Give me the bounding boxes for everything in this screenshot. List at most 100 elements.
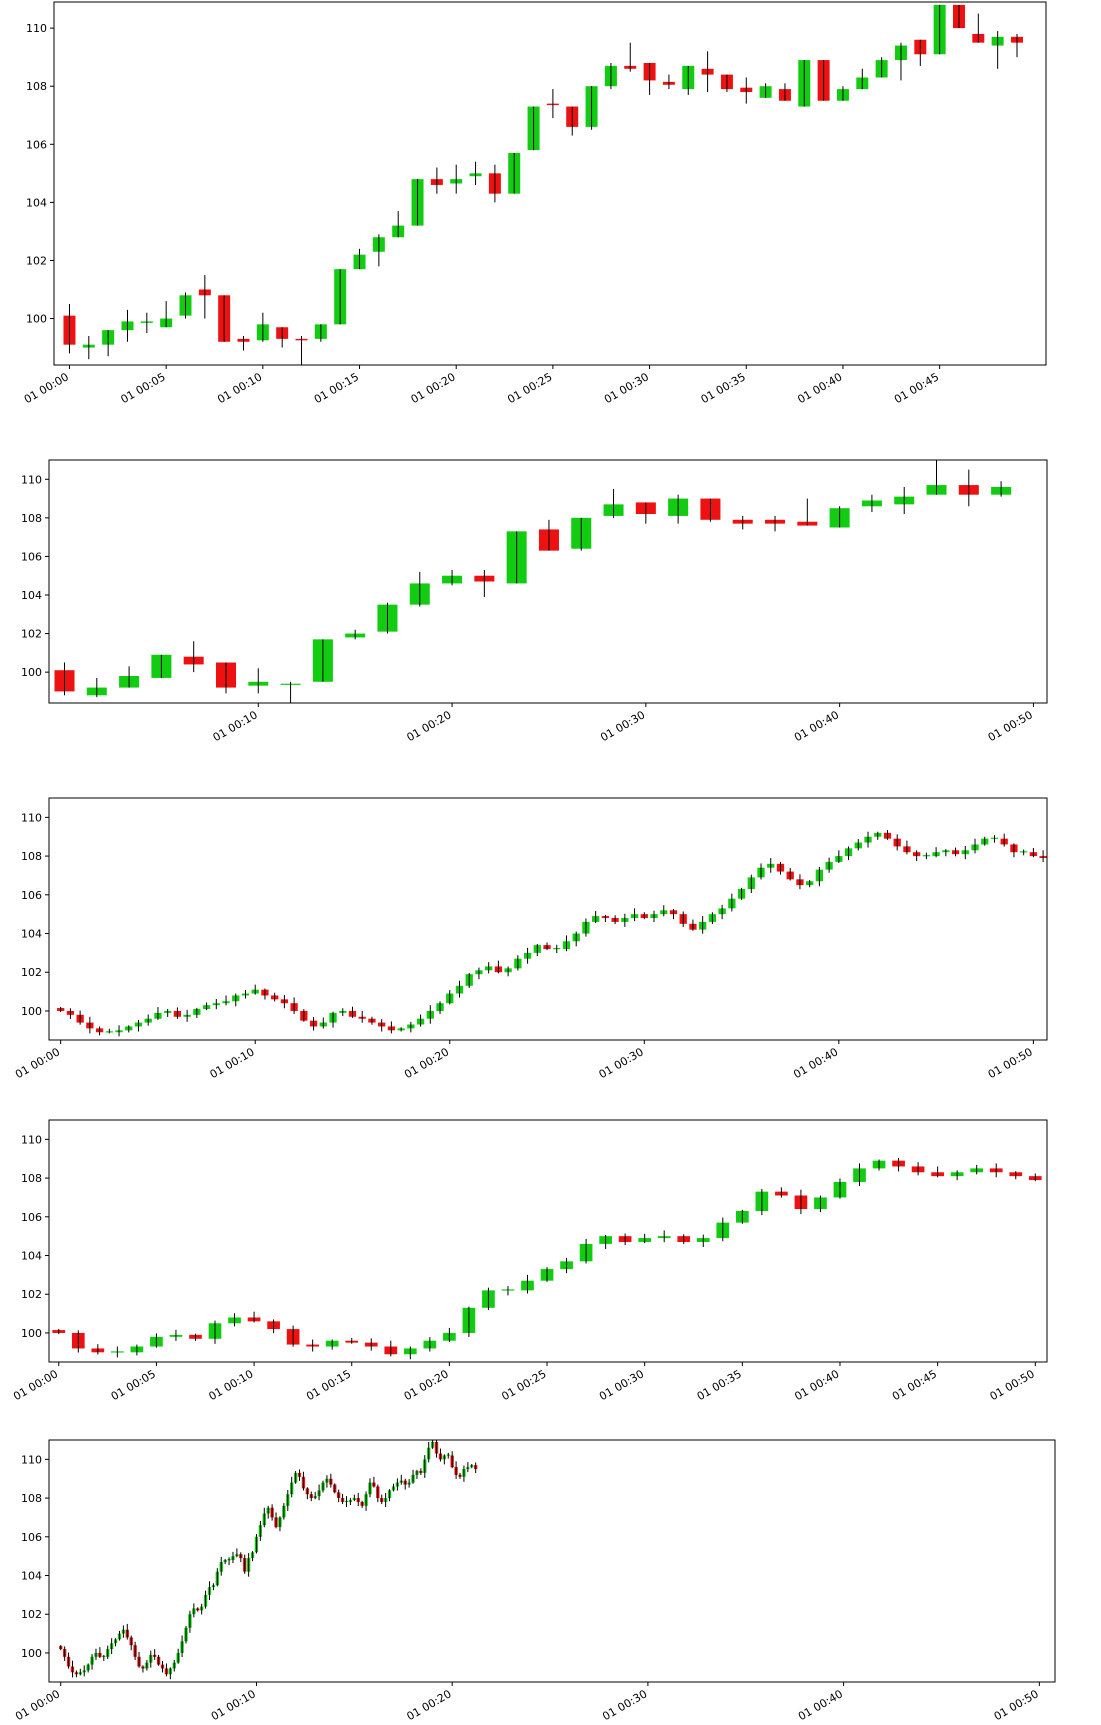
candle (853, 1163, 866, 1187)
candle-body (1088, 856, 1095, 860)
candle (169, 1329, 183, 1341)
candle (130, 1344, 144, 1356)
candle (701, 51, 714, 93)
candle (446, 1452, 450, 1459)
candle (339, 1008, 347, 1016)
x-tick-label: 01 00:30 (600, 1687, 649, 1721)
plot-area (54, 460, 1012, 703)
candle (825, 857, 833, 873)
candle (1028, 1173, 1042, 1182)
candle (829, 506, 850, 528)
candle (638, 1233, 652, 1244)
candle (383, 1493, 388, 1507)
candle (546, 89, 559, 119)
candle (603, 488, 624, 518)
candle (1000, 833, 1008, 847)
candle (82, 335, 95, 360)
candle (893, 834, 901, 851)
candle (436, 1001, 444, 1015)
candle (325, 1475, 329, 1488)
y-tick-label: 106 (21, 550, 42, 563)
candle (922, 852, 931, 860)
candle (368, 1016, 376, 1025)
candle (117, 1630, 122, 1641)
y-tick-label: 108 (21, 1492, 42, 1505)
candle (796, 874, 804, 890)
x-tick-label: 01 00:50 (986, 1045, 1035, 1081)
candle (334, 269, 347, 325)
candle (348, 1006, 357, 1018)
candle (755, 1188, 769, 1216)
candle (235, 1548, 239, 1558)
candle (203, 1590, 208, 1609)
candle (566, 106, 579, 136)
candle (621, 913, 629, 927)
candle (861, 494, 882, 513)
candle (815, 866, 824, 887)
candle (207, 1581, 212, 1600)
candle (1039, 850, 1047, 863)
candle (317, 1484, 321, 1501)
candle (618, 1233, 632, 1246)
candle (102, 330, 115, 357)
candle (854, 839, 862, 851)
candle (247, 1311, 261, 1323)
x-tick-label: 01 00:50 (992, 1687, 1041, 1721)
x-tick-label: 01 00:25 (505, 370, 554, 406)
candle (585, 86, 598, 130)
candle (971, 838, 979, 854)
x-tick-label: 01 00:05 (109, 1367, 158, 1403)
candle (1010, 843, 1018, 858)
candle (538, 519, 559, 551)
candle (184, 1625, 188, 1644)
candle (91, 1344, 105, 1355)
candle-body (1078, 856, 1085, 858)
candle (677, 1234, 691, 1245)
candle (931, 1166, 944, 1178)
candle (353, 248, 366, 270)
candle (274, 1512, 278, 1529)
candle (735, 1209, 749, 1224)
candle (443, 1327, 456, 1342)
candle (416, 1014, 425, 1027)
candle (115, 1025, 123, 1037)
candle (951, 847, 960, 857)
candle (765, 515, 786, 532)
candle (276, 327, 289, 348)
x-tick-label: 01 00:20 (405, 1687, 454, 1721)
candle (150, 1333, 163, 1348)
y-tick-label: 102 (26, 254, 47, 267)
candle (282, 1503, 286, 1520)
candle (981, 836, 989, 846)
candle (562, 935, 571, 952)
candle (933, 4, 946, 55)
candle (280, 995, 289, 1009)
candle (312, 639, 333, 682)
candle (403, 1478, 407, 1490)
candle (86, 1663, 90, 1673)
candle (113, 1638, 118, 1647)
y-tick-label: 104 (21, 589, 42, 602)
candle (592, 911, 600, 924)
candle (52, 1328, 66, 1335)
candle (716, 1217, 730, 1242)
candle (280, 681, 301, 703)
candle (137, 1651, 141, 1668)
x-tick-label: 01 00:50 (986, 708, 1035, 744)
candle (168, 1667, 173, 1680)
candle (833, 1178, 847, 1199)
candle (256, 312, 269, 342)
candle (668, 494, 689, 524)
candle (301, 1471, 306, 1491)
candle (630, 908, 639, 922)
candle (227, 1557, 231, 1566)
candle (540, 1267, 554, 1282)
y-tick-label: 104 (21, 1250, 42, 1263)
y-tick-label: 102 (21, 1288, 42, 1301)
candle (892, 1157, 905, 1172)
candle (173, 1007, 182, 1019)
candle (640, 912, 648, 920)
candle (1088, 853, 1095, 864)
candle (462, 1465, 466, 1482)
candle (378, 1019, 386, 1032)
